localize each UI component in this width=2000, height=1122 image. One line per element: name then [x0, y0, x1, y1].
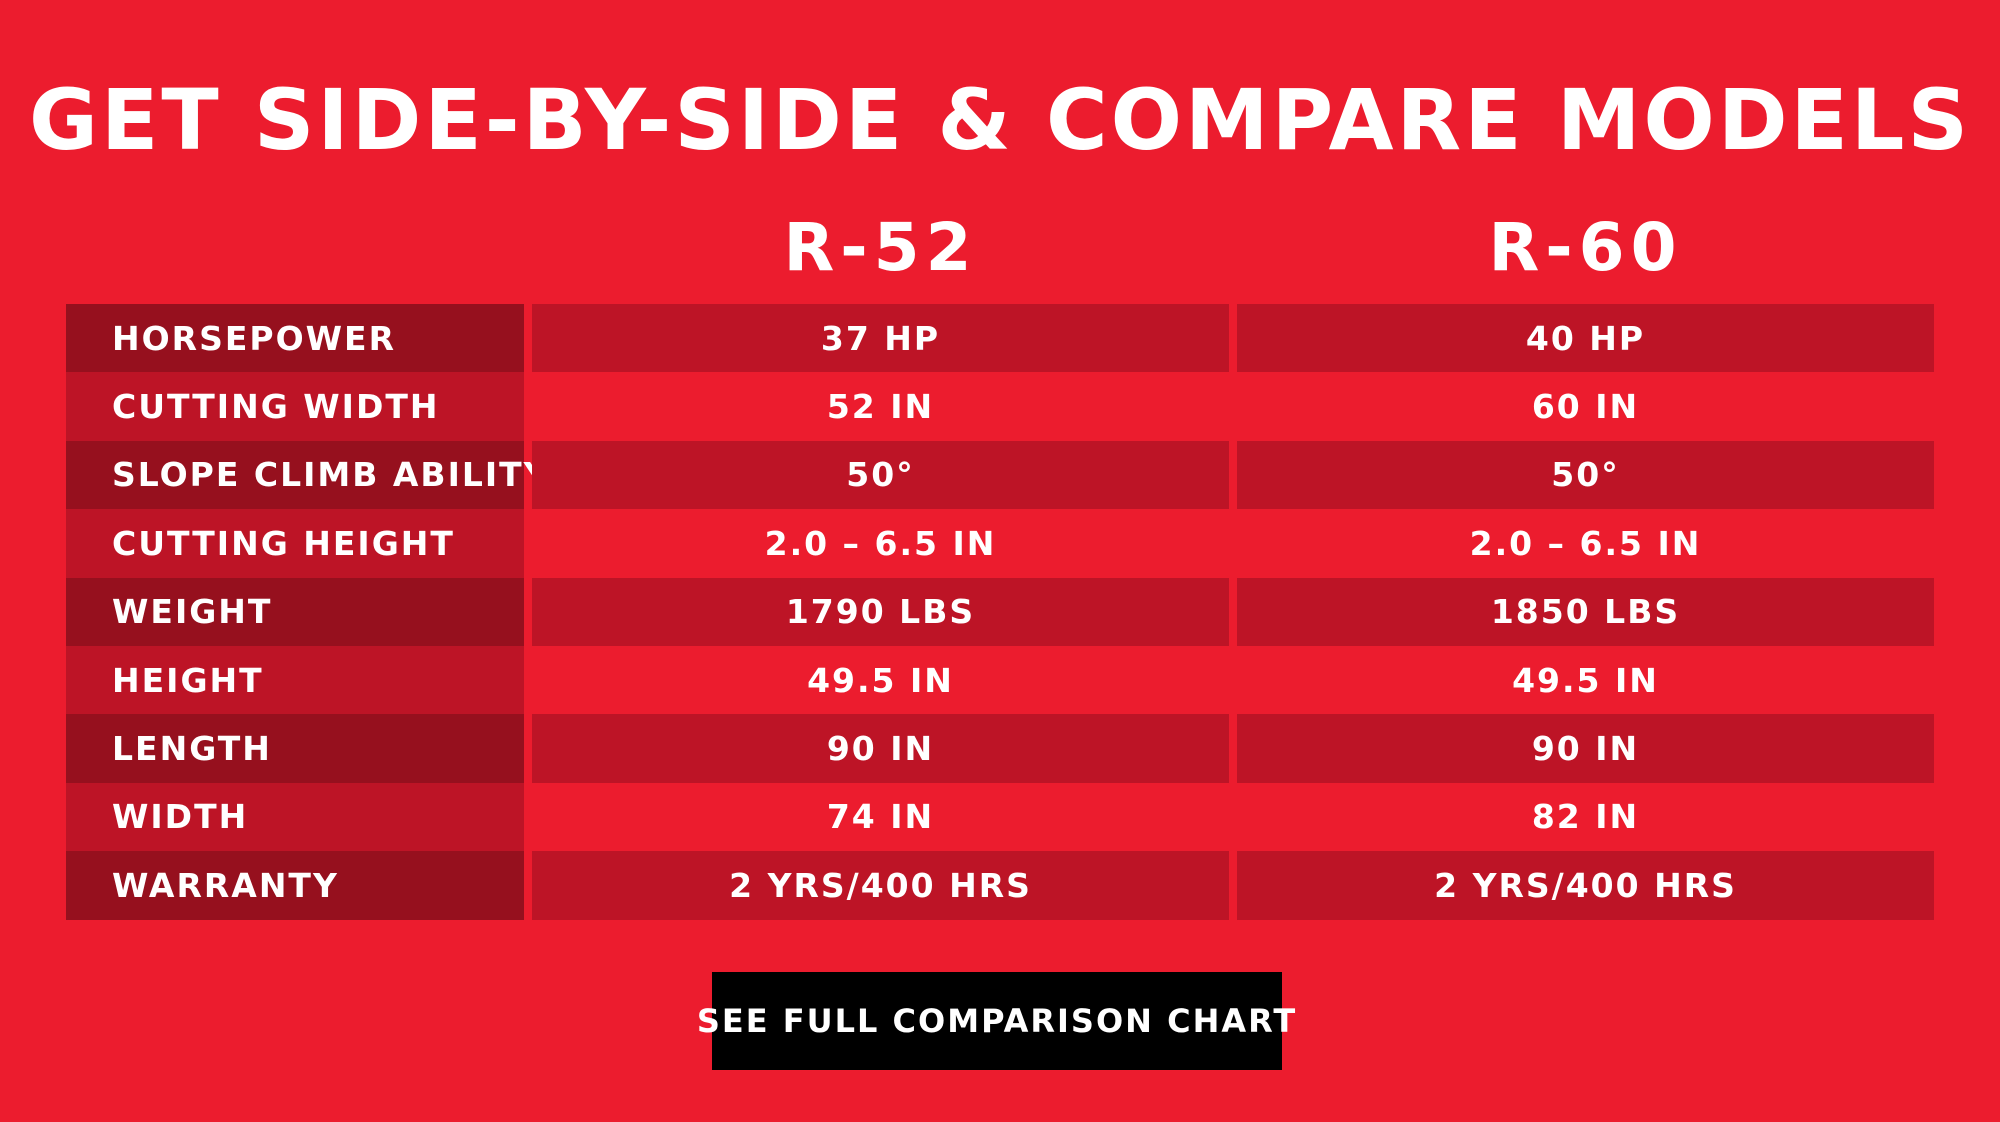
page-title: GET SIDE-BY-SIDE & COMPARE MODELS [29, 71, 1971, 169]
r60-value: 2 YRS/400 HRS [1237, 851, 1934, 920]
model-header-r52: R-52 [783, 209, 978, 286]
comparison-table: HORSEPOWER 37 HP 40 HP CUTTING WIDTH 52 … [66, 304, 1934, 920]
r52-value: 52 IN [532, 372, 1229, 441]
row-label: SLOPE CLIMB ABILITY [66, 440, 548, 510]
row-label: LENGTH [66, 714, 524, 783]
r52-value: 2 YRS/400 HRS [532, 851, 1229, 920]
r60-value: 40 HP [1237, 304, 1934, 373]
row-label: WEIGHT [66, 577, 524, 646]
see-full-comparison-chart-button[interactable]: SEE FULL COMPARISON CHART [697, 972, 1295, 1070]
r60-value: 49.5 IN [1237, 645, 1934, 715]
table-row-length: LENGTH 90 IN 90 IN [66, 714, 1934, 783]
table-row-warranty: WARRANTY 2 YRS/400 HRS 2 YRS/400 HRS [66, 851, 1934, 920]
row-label: HEIGHT [66, 645, 524, 715]
table-row-slope-climb-ability: SLOPE CLIMB ABILITY 50° 50° [66, 440, 1934, 510]
r60-value: 90 IN [1237, 714, 1934, 783]
table-row-height: HEIGHT 49.5 IN 49.5 IN [66, 645, 1934, 715]
r60-value: 82 IN [1237, 782, 1934, 852]
r52-value: 1790 LBS [532, 577, 1229, 646]
table-row-cutting-height: CUTTING HEIGHT 2.0 – 6.5 IN 2.0 – 6.5 IN [66, 509, 1934, 578]
row-label: WARRANTY [66, 851, 524, 920]
table-row-width: WIDTH 74 IN 82 IN [66, 782, 1934, 852]
r52-value: 74 IN [532, 782, 1229, 852]
row-label: CUTTING WIDTH [66, 372, 524, 441]
r52-value: 50° [532, 440, 1229, 510]
table-row-cutting-width: CUTTING WIDTH 52 IN 60 IN [66, 372, 1934, 441]
r60-value: 2.0 – 6.5 IN [1237, 509, 1934, 578]
r52-value: 37 HP [532, 304, 1229, 373]
table-row-horsepower: HORSEPOWER 37 HP 40 HP [66, 304, 1934, 373]
r60-value: 1850 LBS [1237, 577, 1934, 646]
r60-value: 50° [1237, 440, 1934, 510]
r52-value: 49.5 IN [532, 645, 1229, 715]
row-label: CUTTING HEIGHT [66, 509, 524, 578]
table-row-weight: WEIGHT 1790 LBS 1850 LBS [66, 577, 1934, 646]
model-header-r60: R-60 [1488, 209, 1683, 286]
row-label: WIDTH [66, 782, 524, 852]
r52-value: 2.0 – 6.5 IN [532, 509, 1229, 578]
r60-value: 60 IN [1237, 372, 1934, 441]
r52-value: 90 IN [532, 714, 1229, 783]
row-label: HORSEPOWER [66, 304, 524, 373]
